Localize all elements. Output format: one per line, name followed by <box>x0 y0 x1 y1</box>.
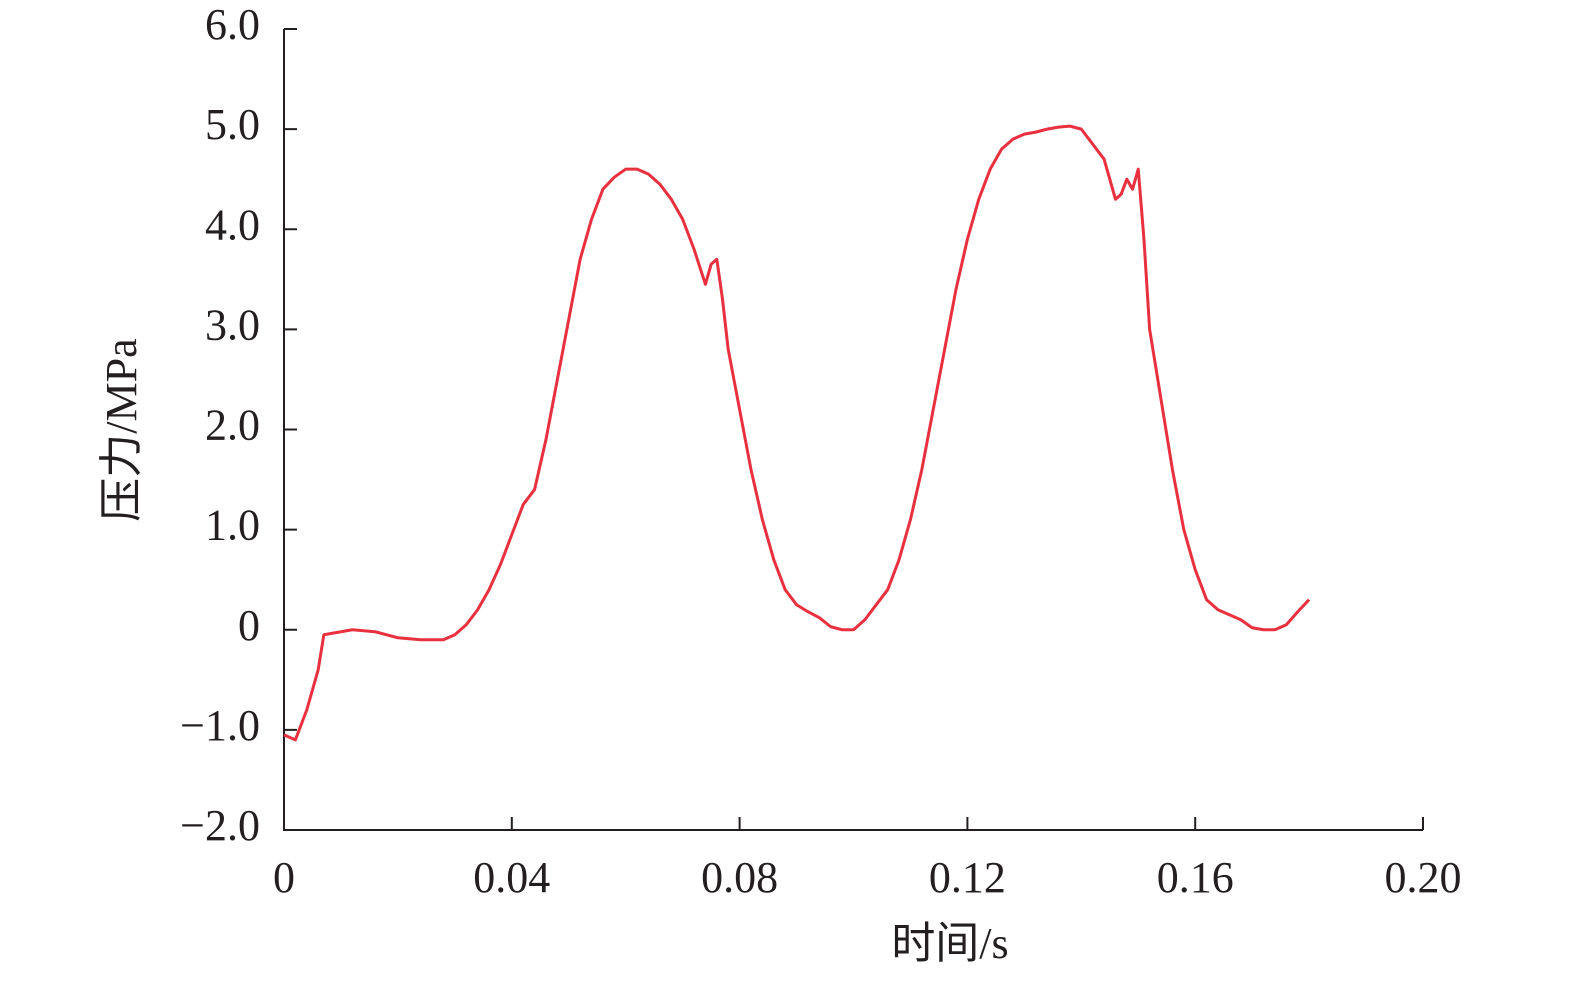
y-tick-label: 4.0 <box>205 200 260 249</box>
axes <box>283 29 1423 831</box>
x-tick-label: 0.12 <box>929 853 1006 902</box>
data-line <box>283 124 1311 742</box>
x-tick-label: 0 <box>273 853 295 902</box>
y-axis-label: 压力/MPa <box>97 338 146 521</box>
y-tick-label: 3.0 <box>205 300 260 349</box>
y-tick-label: 1.0 <box>205 501 260 550</box>
y-tick-label: −1.0 <box>180 701 260 750</box>
x-tick-label: 0.16 <box>1157 853 1234 902</box>
y-tick-label: 2.0 <box>205 401 260 450</box>
y-tick-label: 0 <box>238 601 260 650</box>
x-tick-label: 0.04 <box>473 853 550 902</box>
y-tick-label: −2.0 <box>180 801 260 850</box>
y-tick-label: 5.0 <box>205 100 260 149</box>
x-axis-label: 时间/s <box>891 919 1008 968</box>
x-tick-label: 0.20 <box>1385 853 1462 902</box>
y-tick-label: 6.0 <box>205 0 260 49</box>
x-tick-label: 0.08 <box>701 853 778 902</box>
